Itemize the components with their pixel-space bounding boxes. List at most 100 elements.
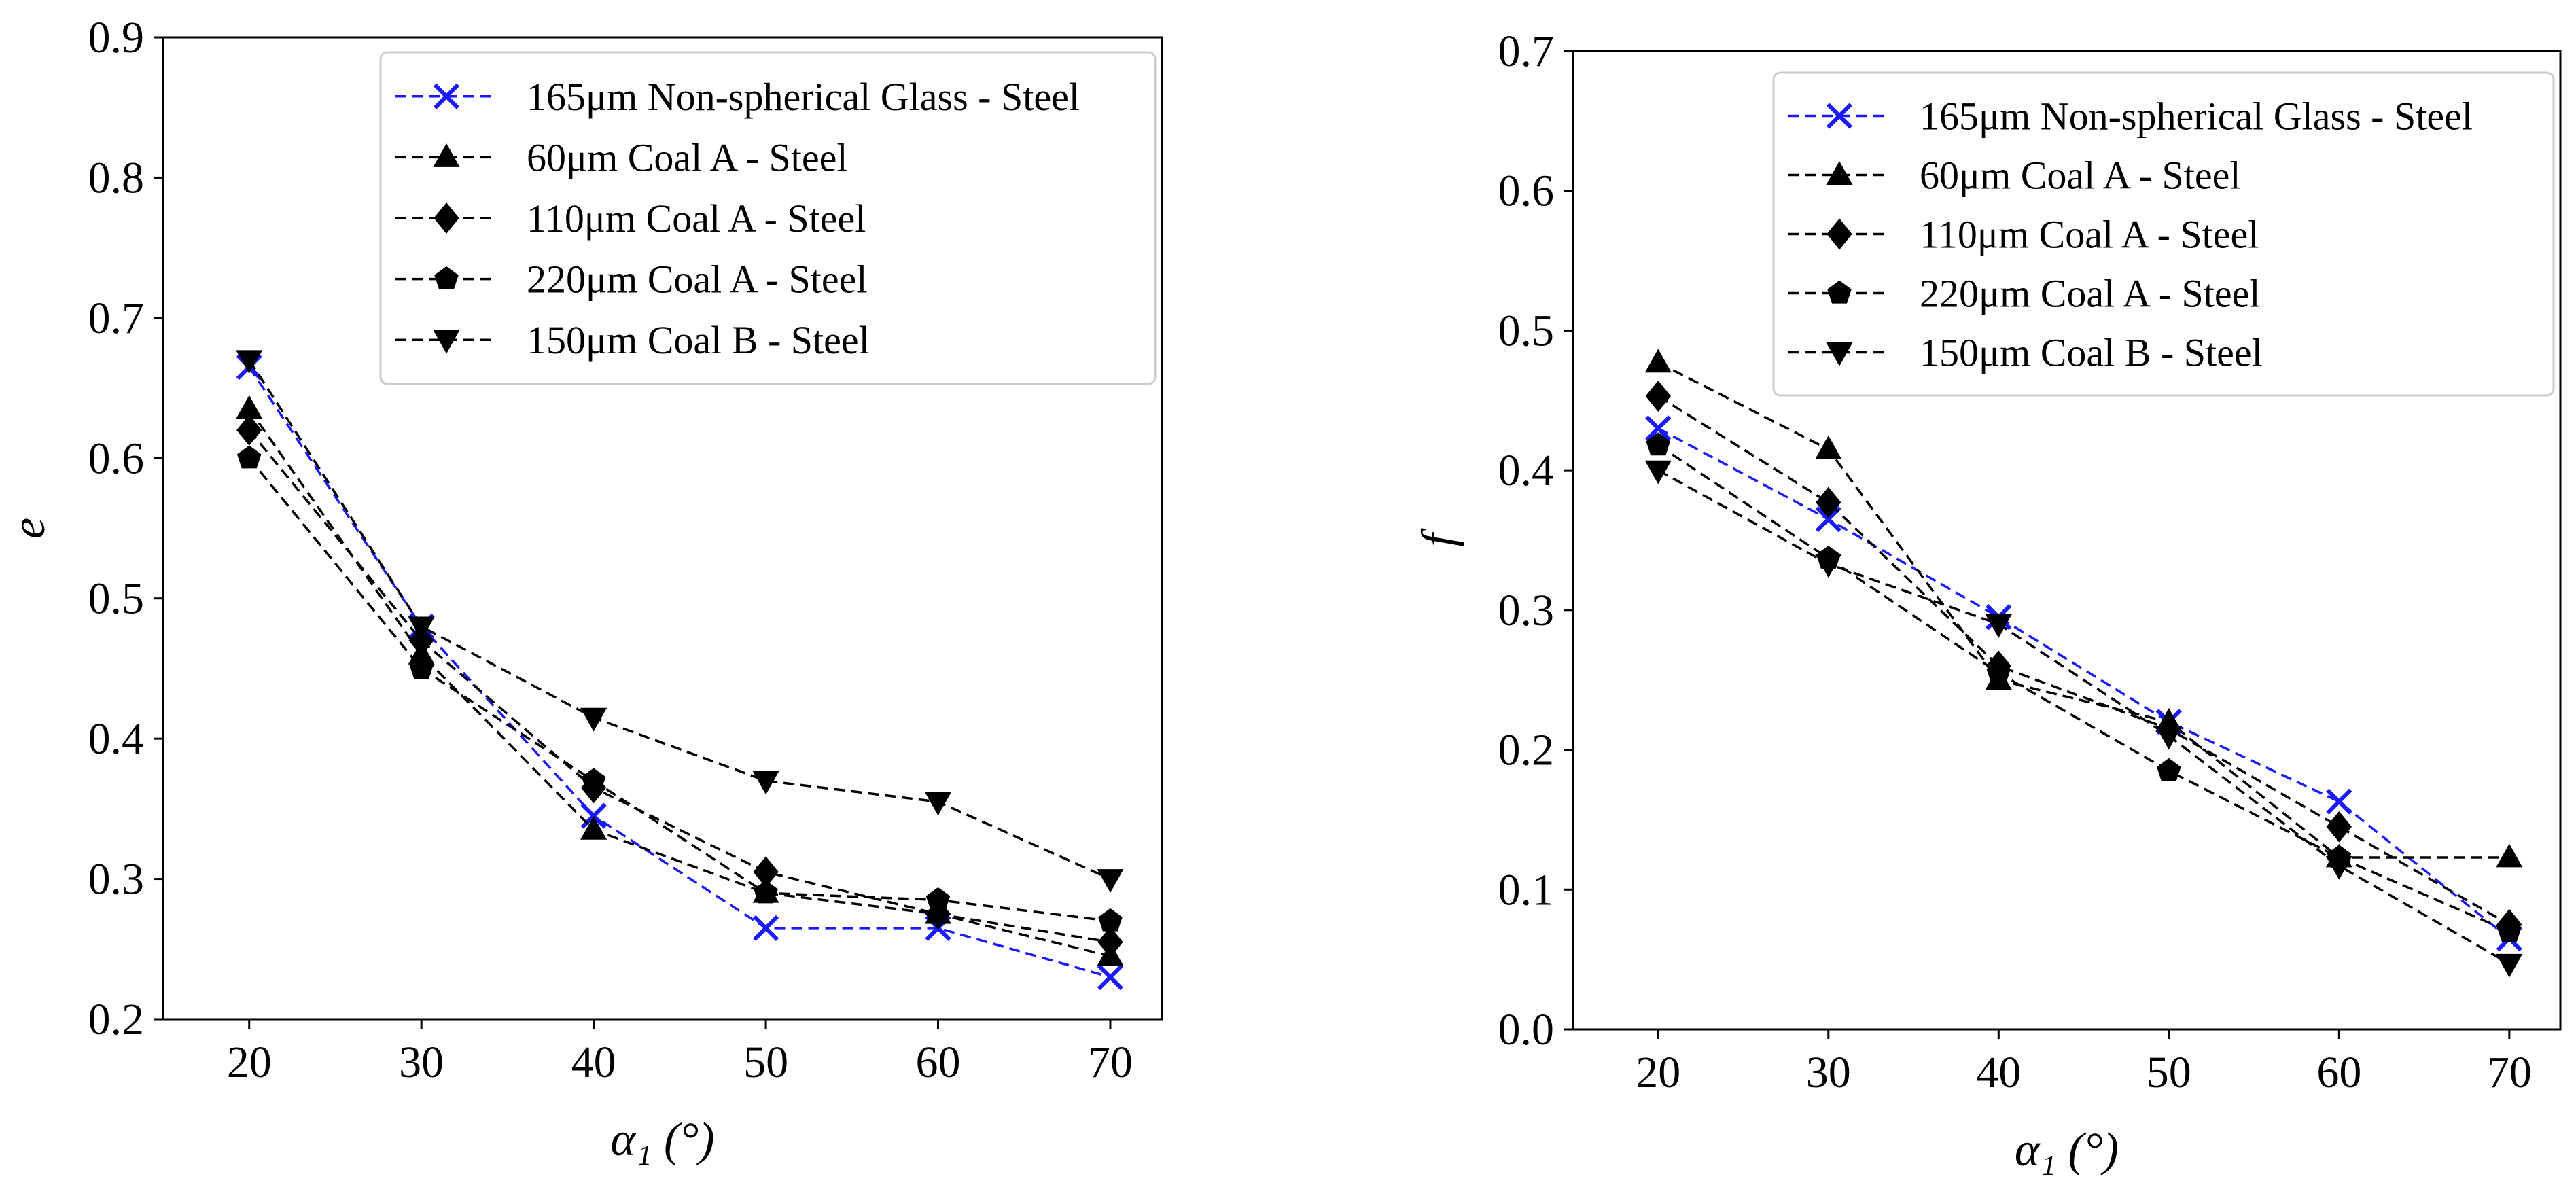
data-point (580, 815, 607, 840)
legend-item-5: 150μm Coal B - Steel (395, 318, 870, 362)
data-point (236, 350, 263, 374)
series-line (248, 457, 1111, 923)
y-tick-label: 0.6 (88, 434, 145, 483)
series-line (248, 366, 1111, 978)
x-tick-label: 30 (399, 1038, 444, 1087)
legend-marker (1826, 342, 1853, 366)
data-point (2157, 758, 2181, 781)
legend-item-4: 220μm Coal A - Steel (395, 258, 868, 302)
x-tick-label: 30 (1806, 1048, 1851, 1097)
y-tick-label: 0.4 (1498, 446, 1555, 495)
data-point (408, 624, 434, 656)
legend-marker (1827, 218, 1852, 250)
y-tick-label: 0.5 (1498, 306, 1555, 355)
legend-item-2: 60μm Coal A - Steel (395, 135, 848, 179)
series-4 (1646, 432, 2522, 942)
legend-label: 150μm Coal B - Steel (1920, 331, 2263, 375)
data-point (236, 445, 262, 469)
data-point (236, 395, 263, 419)
y-tick-label: 0.1 (1498, 865, 1555, 915)
legend-item-5: 150μm Coal B - Steel (1788, 331, 2263, 375)
data-point (754, 880, 778, 904)
legend-marker (1827, 280, 1852, 304)
series-3 (236, 414, 1123, 958)
data-point (2325, 855, 2352, 880)
data-point (753, 856, 779, 888)
data-point (1644, 349, 1672, 373)
data-point (1815, 554, 1842, 578)
series-line (248, 429, 1111, 944)
series-line (1657, 361, 2509, 859)
data-point (2155, 726, 2183, 750)
legend-label: 60μm Coal A - Steel (527, 135, 848, 179)
series-5 (236, 350, 1124, 893)
legend-box (379, 51, 1157, 385)
legend: 165μm Non-spherical Glass - Steel 60μm Co… (379, 51, 1157, 385)
y-tick-label: 0.4 (88, 714, 145, 764)
legend-marker (1826, 103, 1853, 129)
legend-item-1: 165μm Non-spherical Glass - Steel (1788, 94, 2473, 139)
data-point (408, 616, 435, 641)
series-5 (1644, 460, 2523, 978)
series-1 (1645, 415, 2522, 952)
x-axis-label: α₁ (°) (2015, 1124, 2119, 1176)
legend-label: 220μm Coal A - Steel (527, 258, 868, 302)
y-axis-label: e (3, 518, 55, 539)
series-2 (1644, 349, 2523, 868)
data-point (236, 414, 262, 446)
data-point (409, 656, 434, 679)
y-tick-label: 0.2 (1498, 726, 1555, 775)
data-point (752, 915, 779, 941)
data-point (925, 898, 951, 930)
y-tick-label: 0.7 (88, 294, 145, 343)
y-tick-label: 0.5 (88, 574, 145, 624)
legend-marker (433, 83, 460, 109)
chart-2: 20 30 40 50 60 70 0.0 0.1 0.2 0.3 0.4 0.5 0.6 0.7 α₁ (… (1413, 26, 2562, 1176)
plot-frame (1572, 50, 2562, 1031)
data-point (1097, 869, 1124, 893)
data-point (580, 707, 607, 732)
data-point (2496, 843, 2523, 868)
x-tick-label: 60 (916, 1038, 961, 1087)
data-point (1098, 908, 1123, 932)
legend-label: 60μm Coal A - Steel (1920, 154, 2241, 198)
legend-label: 150μm Coal B - Steel (527, 318, 870, 362)
x-tick-label: 40 (1976, 1048, 2021, 1097)
data-point (2326, 788, 2352, 815)
x-tick-label: 70 (2487, 1048, 2532, 1097)
y-tick-label: 0.3 (88, 855, 145, 904)
data-point (924, 792, 952, 816)
legend-item-1: 165μm Non-spherical Glass - Steel (395, 75, 1080, 119)
legend-label: 165μm Non-spherical Glass - Steel (1920, 94, 2473, 139)
series-1 (236, 353, 1124, 991)
x-tick-label: 20 (1636, 1048, 1680, 1097)
series-line (248, 359, 1111, 881)
y-tick-label: 0.2 (88, 995, 145, 1044)
data-point (752, 771, 779, 795)
legend-item-3: 110μm Coal A - Steel (395, 196, 866, 241)
data-point (581, 768, 606, 792)
x-tick-label: 70 (1088, 1038, 1133, 1087)
y-tick-label: 0.6 (1498, 166, 1555, 216)
y-tick-label: 0.3 (1498, 586, 1555, 635)
data-point (925, 887, 951, 910)
y-tick-label: 0.0 (1498, 1005, 1555, 1055)
legend-item-3: 110μm Coal A - Steel (1788, 213, 2259, 257)
y-tick-label: 0.9 (88, 13, 145, 63)
data-point (1646, 432, 1671, 456)
data-point (2496, 953, 2523, 978)
legend-marker (434, 202, 459, 234)
series-line (248, 408, 1111, 957)
x-axis-label: α₁ (°) (610, 1114, 714, 1166)
series-line (1657, 395, 2510, 926)
legend-label: 165μm Non-spherical Glass - Steel (527, 75, 1080, 119)
data-point (1815, 506, 1841, 533)
data-point (1644, 460, 1672, 484)
x-tick-label: 50 (743, 1038, 788, 1087)
plot-frame (162, 36, 1163, 1021)
data-point (1097, 963, 1124, 991)
series-3 (1645, 381, 2522, 940)
data-point (2497, 919, 2522, 942)
series-2 (236, 395, 1124, 966)
